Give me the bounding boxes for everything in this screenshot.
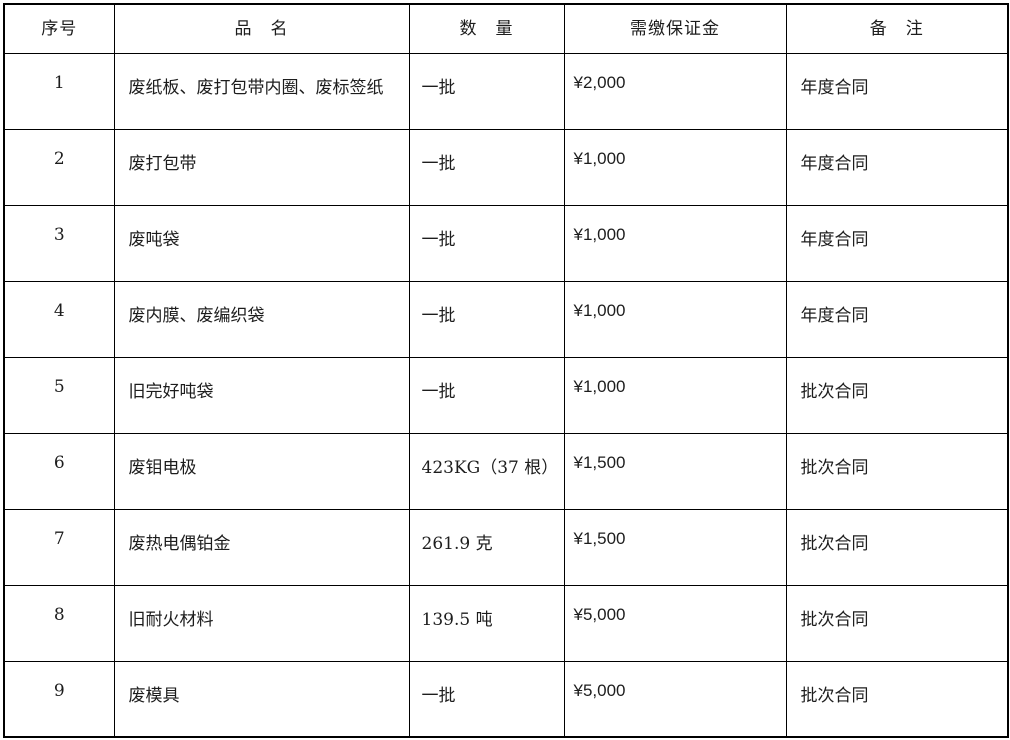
cell-quantity: 423KG（37 根） [408, 432, 565, 510]
cell-quantity: 一批 [408, 128, 565, 206]
cell-note: 年度合同 [785, 52, 1009, 130]
table-header-row: 序号 品 名 数 量 需缴保证金 备 注 [3, 3, 1009, 54]
cell-item-name: 废模具 [113, 660, 410, 738]
cell-item-name: 旧耐火材料 [113, 584, 410, 662]
cell-deposit: ¥2,000 [563, 52, 787, 130]
cell-deposit: ¥1,500 [563, 432, 787, 510]
header-item-name: 品 名 [113, 3, 410, 54]
cell-index: 2 [3, 128, 115, 206]
cell-index: 9 [3, 660, 115, 738]
cell-item-name: 废热电偶铂金 [113, 508, 410, 586]
table-body: 1 废纸板、废打包带内圈、废标签纸 一批 ¥2,000 年度合同 2 废打包带 … [3, 52, 1009, 738]
cell-quantity: 一批 [408, 280, 565, 358]
cell-item-name: 废钼电极 [113, 432, 410, 510]
cell-index: 5 [3, 356, 115, 434]
cell-deposit: ¥1,000 [563, 356, 787, 434]
cell-index: 7 [3, 508, 115, 586]
cell-deposit: ¥5,000 [563, 660, 787, 738]
header-deposit: 需缴保证金 [563, 3, 787, 54]
table-row: 6 废钼电极 423KG（37 根） ¥1,500 批次合同 [3, 432, 1009, 510]
header-index: 序号 [3, 3, 115, 54]
cell-deposit: ¥1,000 [563, 128, 787, 206]
cell-note: 批次合同 [785, 508, 1009, 586]
cell-quantity: 一批 [408, 356, 565, 434]
cell-index: 1 [3, 52, 115, 130]
cell-deposit: ¥1,000 [563, 204, 787, 282]
table-row: 1 废纸板、废打包带内圈、废标签纸 一批 ¥2,000 年度合同 [3, 52, 1009, 130]
cell-index: 6 [3, 432, 115, 510]
cell-item-name: 废吨袋 [113, 204, 410, 282]
cell-item-name: 旧完好吨袋 [113, 356, 410, 434]
table-row: 7 废热电偶铂金 261.9 克 ¥1,500 批次合同 [3, 508, 1009, 586]
cell-item-name: 废内膜、废编织袋 [113, 280, 410, 358]
cell-index: 3 [3, 204, 115, 282]
cell-item-name: 废打包带 [113, 128, 410, 206]
table-row: 4 废内膜、废编织袋 一批 ¥1,000 年度合同 [3, 280, 1009, 358]
cell-deposit: ¥5,000 [563, 584, 787, 662]
cell-note: 批次合同 [785, 584, 1009, 662]
cell-index: 4 [3, 280, 115, 358]
cell-quantity: 一批 [408, 660, 565, 738]
cell-note: 年度合同 [785, 204, 1009, 282]
cell-quantity: 一批 [408, 52, 565, 130]
table-row: 2 废打包带 一批 ¥1,000 年度合同 [3, 128, 1009, 206]
table-row: 3 废吨袋 一批 ¥1,000 年度合同 [3, 204, 1009, 282]
cell-note: 批次合同 [785, 660, 1009, 738]
header-quantity: 数 量 [408, 3, 565, 54]
cell-note: 年度合同 [785, 128, 1009, 206]
cell-deposit: ¥1,000 [563, 280, 787, 358]
table-row: 9 废模具 一批 ¥5,000 批次合同 [3, 660, 1009, 738]
cell-quantity: 139.5 吨 [408, 584, 565, 662]
cell-quantity: 一批 [408, 204, 565, 282]
table-row: 5 旧完好吨袋 一批 ¥1,000 批次合同 [3, 356, 1009, 434]
header-note: 备 注 [785, 3, 1009, 54]
cell-index: 8 [3, 584, 115, 662]
cell-item-name: 废纸板、废打包带内圈、废标签纸 [113, 52, 410, 130]
cell-quantity: 261.9 克 [408, 508, 565, 586]
cell-note: 年度合同 [785, 280, 1009, 358]
deposit-table: 序号 品 名 数 量 需缴保证金 备 注 1 废纸板、废打包带内圈、废标签纸 一… [3, 3, 1009, 738]
table-row: 8 旧耐火材料 139.5 吨 ¥5,000 批次合同 [3, 584, 1009, 662]
cell-note: 批次合同 [785, 356, 1009, 434]
cell-note: 批次合同 [785, 432, 1009, 510]
cell-deposit: ¥1,500 [563, 508, 787, 586]
